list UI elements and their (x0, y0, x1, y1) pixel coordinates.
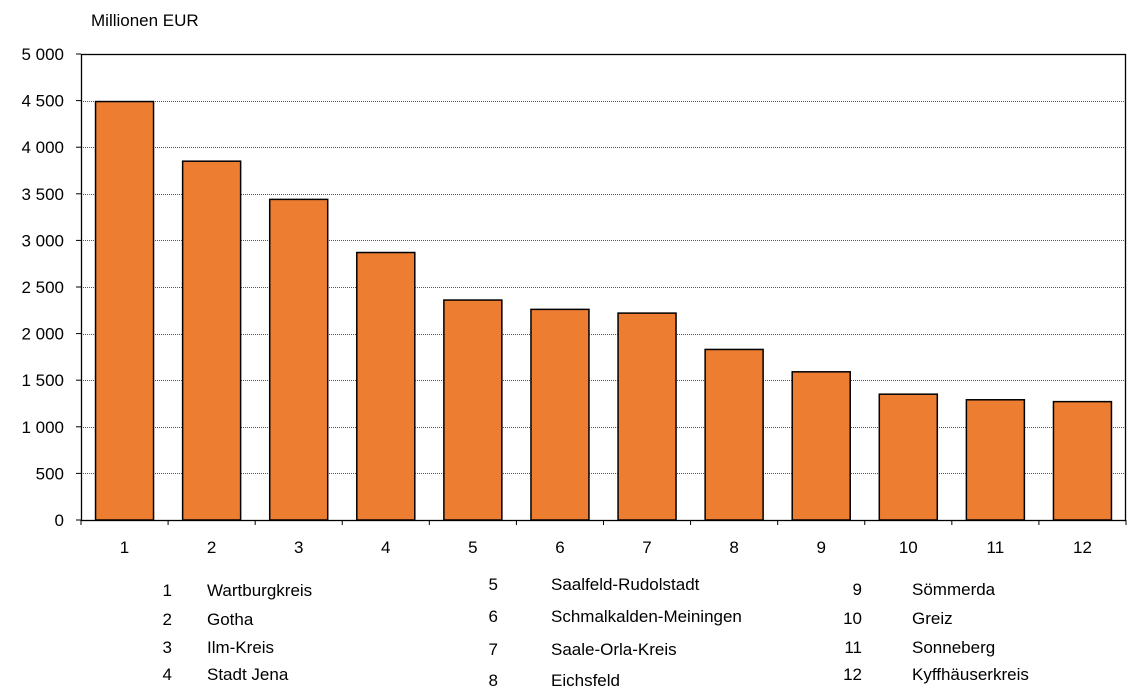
x-tick-label: 12 (1073, 538, 1092, 557)
legend-item-name: Schmalkalden-Meiningen (551, 607, 742, 626)
legend-item-number: 8 (488, 671, 498, 690)
x-tick-label: 10 (899, 538, 918, 557)
x-tick-label: 6 (555, 538, 564, 557)
legend-item-number: 12 (843, 665, 862, 684)
y-axis-unit-label: Millionen EUR (91, 11, 199, 30)
bar (791, 371, 851, 521)
legend-item-name: Ilm-Kreis (207, 638, 275, 657)
y-tick-label: 1 000 (21, 418, 64, 437)
x-tick-label: 2 (207, 538, 216, 557)
bar (878, 393, 939, 521)
x-tick-label: 9 (816, 538, 825, 557)
legend-item-name: Sonneberg (912, 638, 996, 657)
bar (356, 251, 416, 521)
legend-item-number: 6 (488, 607, 498, 626)
bar (704, 348, 764, 521)
bar (1052, 400, 1113, 521)
legend-item-name: Kyffhäuserkreis (912, 665, 1029, 684)
y-tick-label: 4 000 (21, 138, 64, 157)
legend-item-name: Stadt Jena (207, 665, 289, 684)
y-tick-label: 1 500 (21, 371, 64, 390)
legend-item-number: 5 (488, 575, 498, 594)
x-tick-label: 7 (642, 538, 651, 557)
bar (965, 399, 1026, 521)
legend-item-name: Wartburgkreis (207, 581, 313, 600)
y-tick-label: 2 500 (21, 278, 64, 297)
y-tick-label: 3 000 (21, 231, 64, 250)
x-tick-label: 8 (729, 538, 738, 557)
y-tick-label: 500 (36, 464, 64, 483)
legend-item-name: Saalfeld-Rudolstadt (551, 575, 700, 594)
legend-item-name: Greiz (912, 609, 953, 628)
y-tick-label: 4 500 (21, 92, 64, 111)
bar (268, 198, 329, 521)
bar (617, 312, 677, 521)
x-tick-label: 5 (468, 538, 477, 557)
legend-item-name: Gotha (207, 610, 254, 629)
y-tick-label: 5 000 (21, 45, 64, 64)
bar (181, 160, 242, 521)
legend-item-number: 2 (162, 610, 172, 629)
x-tick-label: 11 (987, 538, 1005, 557)
legend-item-number: 3 (162, 638, 172, 657)
y-tick-label: 0 (55, 511, 64, 530)
legend-item-name: Sömmerda (912, 580, 996, 599)
legend-item-number: 7 (488, 640, 498, 659)
legend-item-number: 1 (162, 581, 172, 600)
legend-item-number: 10 (843, 609, 862, 628)
bar (94, 100, 155, 521)
y-tick-label: 2 000 (21, 325, 64, 344)
bar (530, 308, 590, 521)
legend-item-number: 9 (852, 580, 862, 599)
legend-item-number: 4 (162, 665, 172, 684)
x-tick-label: 1 (120, 538, 129, 557)
y-tick-label: 3 500 (21, 185, 64, 204)
x-tick-label: 4 (381, 538, 390, 557)
legend-item-name: Eichsfeld (551, 671, 620, 690)
legend-item-number: 11 (844, 638, 862, 657)
x-tick-label: 3 (294, 538, 303, 557)
bar (443, 299, 503, 521)
legend-item-name: Saale-Orla-Kreis (551, 640, 677, 659)
